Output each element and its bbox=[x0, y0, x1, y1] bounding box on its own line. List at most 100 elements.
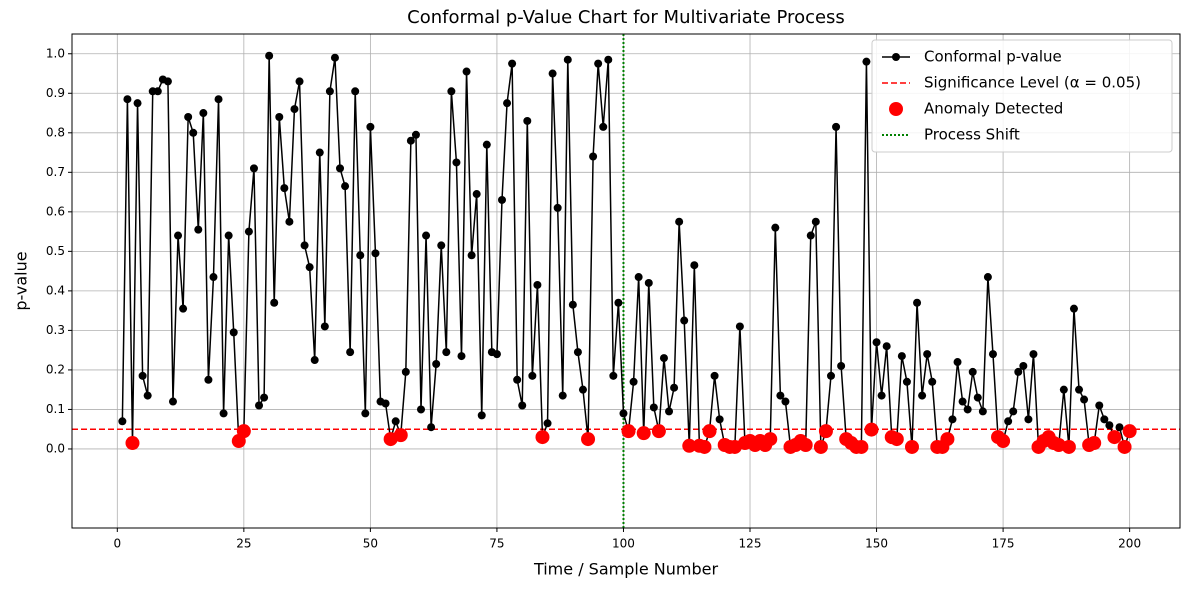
point bbox=[897, 352, 906, 361]
point bbox=[492, 350, 501, 359]
anomaly-point bbox=[697, 439, 712, 454]
point bbox=[184, 112, 193, 121]
point bbox=[675, 217, 684, 226]
anomaly-point bbox=[813, 439, 828, 454]
point bbox=[715, 415, 724, 424]
point bbox=[953, 358, 962, 367]
point bbox=[401, 367, 410, 376]
point bbox=[659, 354, 668, 363]
point bbox=[244, 227, 253, 236]
y-tick-label: 0.9 bbox=[46, 86, 65, 100]
point bbox=[619, 409, 628, 418]
point bbox=[1069, 304, 1078, 313]
point bbox=[568, 300, 577, 309]
anomaly-point bbox=[940, 432, 955, 447]
x-tick-label: 25 bbox=[236, 537, 251, 551]
point bbox=[336, 164, 345, 173]
chart-title: Conformal p-Value Chart for Multivariate… bbox=[407, 7, 845, 28]
point bbox=[543, 419, 552, 428]
point bbox=[477, 411, 486, 420]
point bbox=[452, 158, 461, 167]
point bbox=[558, 391, 567, 400]
point bbox=[680, 316, 689, 325]
point bbox=[528, 371, 537, 380]
point bbox=[710, 371, 719, 380]
anomaly-point bbox=[125, 436, 140, 451]
point bbox=[1059, 385, 1068, 394]
anomaly-point bbox=[889, 432, 904, 447]
point bbox=[665, 407, 674, 416]
point bbox=[973, 393, 982, 402]
point bbox=[1095, 401, 1104, 410]
y-tick-label: 0.0 bbox=[46, 441, 65, 455]
anomaly-point bbox=[854, 439, 869, 454]
point bbox=[1115, 423, 1124, 432]
point bbox=[341, 182, 350, 191]
point bbox=[563, 55, 572, 64]
point bbox=[837, 361, 846, 370]
anomaly-point bbox=[818, 424, 833, 439]
point bbox=[690, 261, 699, 270]
point bbox=[735, 322, 744, 331]
anomaly-point bbox=[581, 432, 596, 447]
point bbox=[280, 184, 289, 193]
y-tick-label: 0.8 bbox=[46, 125, 65, 139]
point bbox=[826, 371, 835, 380]
point bbox=[361, 409, 370, 418]
point bbox=[609, 371, 618, 380]
anomaly-point bbox=[393, 428, 408, 443]
point bbox=[179, 304, 188, 313]
point bbox=[270, 298, 279, 307]
point bbox=[533, 280, 542, 289]
point bbox=[168, 397, 177, 406]
point bbox=[832, 122, 841, 131]
point bbox=[467, 251, 476, 260]
point bbox=[290, 105, 299, 114]
x-tick-label: 50 bbox=[363, 537, 378, 551]
point bbox=[249, 164, 258, 173]
legend-box bbox=[871, 39, 1173, 153]
point bbox=[305, 263, 314, 272]
anomaly-point bbox=[864, 422, 879, 437]
point bbox=[199, 109, 208, 118]
anomaly-point bbox=[798, 438, 813, 453]
point bbox=[422, 231, 431, 240]
point bbox=[300, 241, 309, 250]
point bbox=[472, 190, 481, 199]
anomaly-point bbox=[1107, 430, 1122, 445]
point bbox=[255, 401, 264, 410]
point bbox=[928, 377, 937, 386]
point bbox=[902, 377, 911, 386]
point bbox=[497, 195, 506, 204]
y-tick-label: 0.4 bbox=[46, 283, 65, 297]
point bbox=[1080, 395, 1089, 404]
point bbox=[877, 391, 886, 400]
point bbox=[1004, 417, 1013, 426]
point bbox=[649, 403, 658, 412]
anomaly-point bbox=[904, 439, 919, 454]
point bbox=[968, 367, 977, 376]
point bbox=[118, 417, 127, 426]
point bbox=[948, 415, 957, 424]
point bbox=[811, 217, 820, 226]
legend: Conformal p-value Significance Level (α =… bbox=[871, 39, 1173, 153]
point bbox=[315, 148, 324, 157]
point bbox=[447, 87, 456, 96]
point bbox=[123, 95, 132, 104]
y-tick-label: 0.7 bbox=[46, 165, 65, 179]
point bbox=[285, 217, 294, 226]
x-tick-label: 125 bbox=[739, 537, 762, 551]
point bbox=[351, 87, 360, 96]
point bbox=[776, 391, 785, 400]
point bbox=[482, 140, 491, 149]
point bbox=[963, 405, 972, 414]
y-tick-label: 0.5 bbox=[46, 244, 65, 258]
point bbox=[1024, 415, 1033, 424]
x-tick-label: 175 bbox=[992, 537, 1015, 551]
point bbox=[872, 338, 881, 347]
point bbox=[260, 393, 269, 402]
point bbox=[1009, 407, 1018, 416]
point bbox=[366, 122, 375, 131]
anomaly-point bbox=[236, 424, 251, 439]
